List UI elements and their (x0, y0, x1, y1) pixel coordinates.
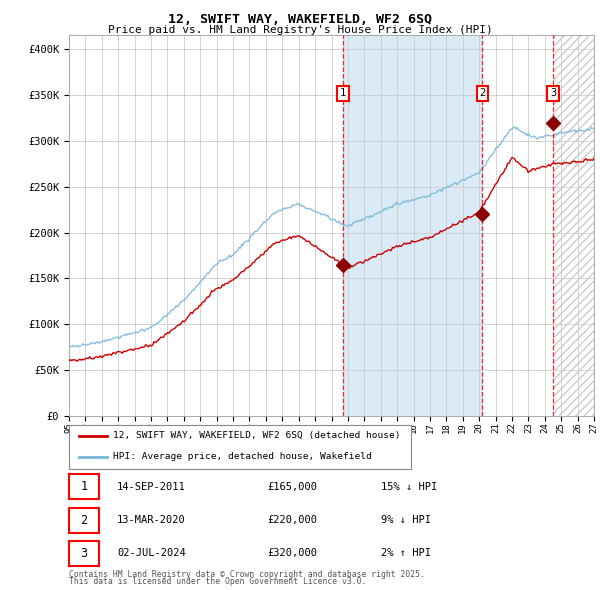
Text: 3: 3 (80, 547, 88, 560)
Text: 2: 2 (479, 88, 485, 98)
Text: HPI: Average price, detached house, Wakefield: HPI: Average price, detached house, Wake… (113, 452, 372, 461)
Bar (553, 35, 594, 416)
Text: 2: 2 (80, 514, 88, 527)
Text: £165,000: £165,000 (267, 482, 317, 491)
Text: Contains HM Land Registry data © Crown copyright and database right 2025.: Contains HM Land Registry data © Crown c… (69, 570, 425, 579)
Text: Price paid vs. HM Land Registry's House Price Index (HPI): Price paid vs. HM Land Registry's House … (107, 25, 493, 35)
Text: 15% ↓ HPI: 15% ↓ HPI (381, 482, 437, 491)
Text: 14-SEP-2011: 14-SEP-2011 (117, 482, 186, 491)
Text: 2% ↑ HPI: 2% ↑ HPI (381, 549, 431, 558)
Text: 3: 3 (550, 88, 556, 98)
Text: 12, SWIFT WAY, WAKEFIELD, WF2 6SQ: 12, SWIFT WAY, WAKEFIELD, WF2 6SQ (168, 13, 432, 26)
Text: 9% ↓ HPI: 9% ↓ HPI (381, 516, 431, 525)
Text: This data is licensed under the Open Government Licence v3.0.: This data is licensed under the Open Gov… (69, 577, 367, 586)
Text: 02-JUL-2024: 02-JUL-2024 (117, 549, 186, 558)
Text: 12, SWIFT WAY, WAKEFIELD, WF2 6SQ (detached house): 12, SWIFT WAY, WAKEFIELD, WF2 6SQ (detac… (113, 431, 401, 440)
Text: 13-MAR-2020: 13-MAR-2020 (117, 516, 186, 525)
Text: 1: 1 (80, 480, 88, 493)
Text: £220,000: £220,000 (267, 516, 317, 525)
Bar (343, 35, 482, 416)
Text: 1: 1 (340, 88, 346, 98)
Text: £320,000: £320,000 (267, 549, 317, 558)
